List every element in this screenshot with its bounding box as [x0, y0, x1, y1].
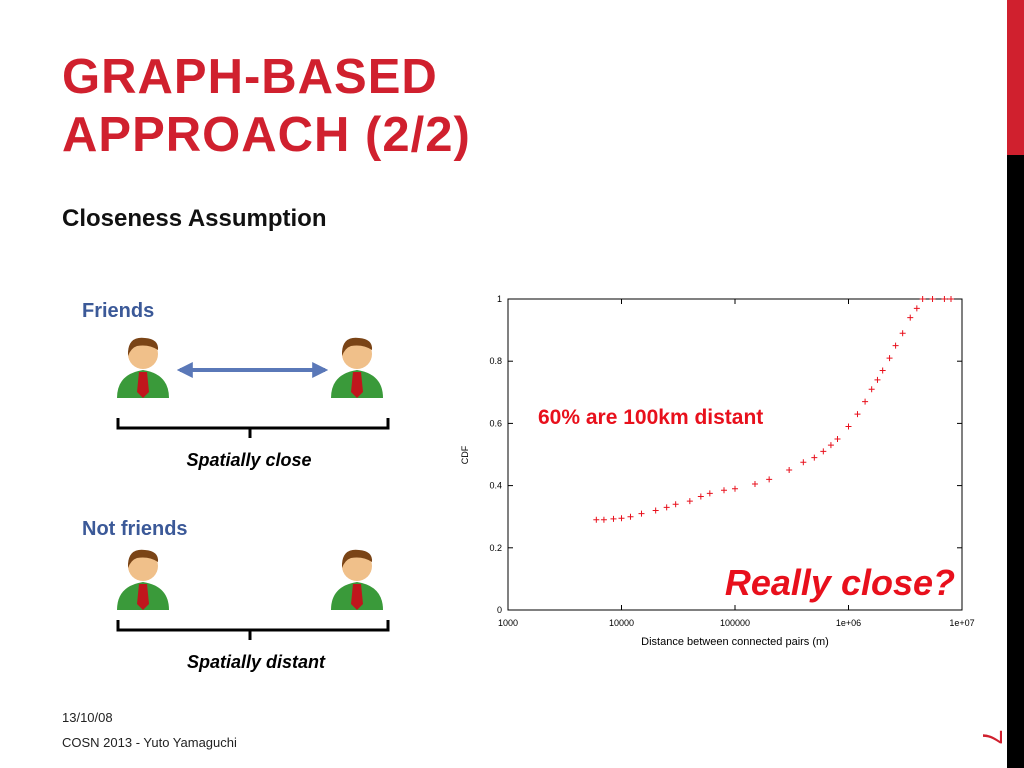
data-point: [820, 448, 827, 455]
y-tick-label: 0: [497, 605, 502, 615]
data-point: [672, 501, 679, 508]
data-point: [593, 516, 600, 523]
group-label: Friends: [82, 300, 155, 322]
data-point: [697, 493, 704, 500]
data-point: [913, 305, 920, 312]
y-axis-label: CDF: [460, 445, 470, 464]
data-point: [800, 459, 807, 466]
x-tick-label: 1e+06: [836, 618, 861, 628]
x-tick-label: 100000: [720, 618, 750, 628]
data-point: [886, 355, 893, 362]
y-tick-label: 1: [497, 294, 502, 304]
annotation: Really close?: [725, 562, 955, 603]
data-point: [751, 481, 758, 488]
x-tick-label: 1000: [498, 618, 518, 628]
bracket: [116, 620, 390, 640]
person-icon: [117, 549, 169, 610]
data-point: [610, 515, 617, 522]
data-point: [929, 296, 936, 302]
y-tick-label: 0.2: [489, 543, 502, 553]
page-number: 7: [977, 729, 1008, 745]
chart: CDF Distance between connected pairs (m)…: [460, 294, 975, 648]
footer-source: COSN 2013 - Yuto Yamaguchi: [62, 735, 237, 750]
data-point: [766, 476, 773, 483]
data-point: [618, 515, 625, 522]
data-point: [600, 516, 607, 523]
person-icon: [331, 549, 383, 610]
data-point: [854, 411, 861, 418]
data-point: [899, 330, 906, 337]
data-point: [663, 504, 670, 511]
title: GRAPH-BASED APPROACH (2/2): [62, 50, 471, 162]
data-point: [732, 485, 738, 492]
data-point: [845, 423, 852, 430]
y-tick-label: 0.6: [489, 418, 502, 428]
data-point: [721, 487, 728, 494]
data-point: [706, 490, 713, 497]
y-tick-label: 0.8: [489, 356, 502, 366]
data-point: [627, 513, 634, 520]
bracket: [116, 418, 390, 438]
data-point: [686, 498, 693, 505]
data-point: [786, 467, 793, 474]
annotation: 60% are 100km distant: [538, 406, 763, 429]
data-point: [638, 510, 645, 517]
group-label: Not friends: [82, 518, 188, 540]
y-tick-label: 0.4: [489, 481, 502, 491]
x-tick-label: 10000: [609, 618, 634, 628]
data-point: [862, 398, 869, 405]
x-axis-label: Distance between connected pairs (m): [641, 636, 829, 648]
data-point: [868, 386, 875, 393]
side-bar: [1007, 155, 1024, 768]
caption: Spatially distant: [186, 652, 326, 672]
data-point: [834, 435, 841, 442]
person-icon: [117, 337, 169, 398]
data-point: [652, 507, 659, 514]
data-point: [811, 454, 818, 461]
caption: Spatially close: [186, 450, 312, 470]
data-point: [941, 296, 948, 302]
person-icon: [331, 337, 383, 398]
data-point: [919, 296, 926, 302]
data-point: [892, 342, 899, 349]
data-point: [907, 314, 914, 321]
data-point: [874, 376, 881, 383]
accent-bar: [1007, 0, 1024, 155]
x-tick-label: 1e+07: [949, 618, 974, 628]
data-point: [879, 367, 886, 374]
footer-date: 13/10/08: [62, 710, 113, 725]
diagram: [116, 337, 390, 640]
subtitle: Closeness Assumption: [62, 205, 327, 232]
data-point: [948, 296, 955, 302]
data-point: [827, 442, 834, 449]
